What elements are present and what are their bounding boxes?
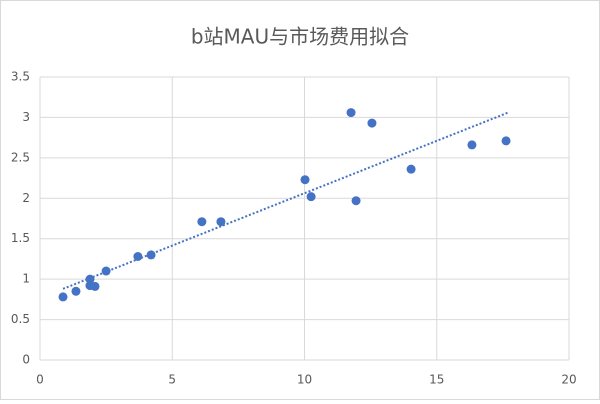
data-point xyxy=(197,217,207,227)
x-tick-label: 15 xyxy=(429,373,444,387)
y-tick-label: 1 xyxy=(22,272,30,286)
x-tick-label: 0 xyxy=(36,373,44,387)
y-tick-label: 3.5 xyxy=(11,70,30,84)
data-point xyxy=(351,196,361,206)
x-tick-label: 20 xyxy=(561,373,576,387)
x-tick-label: 5 xyxy=(168,373,176,387)
data-point xyxy=(58,292,68,302)
data-point xyxy=(133,252,143,262)
y-tick-label: 2.5 xyxy=(11,150,30,164)
data-point xyxy=(501,136,511,146)
data-point xyxy=(90,281,100,291)
chart-title: b站MAU与市场费用拟合 xyxy=(191,25,409,49)
y-tick-label: 0 xyxy=(22,353,30,367)
x-tick-label: 10 xyxy=(297,373,312,387)
data-point xyxy=(85,274,95,284)
data-point xyxy=(71,286,81,296)
data-point xyxy=(146,250,156,260)
y-tick-label: 0.5 xyxy=(11,312,30,326)
y-tick-label: 1.5 xyxy=(11,231,30,245)
data-point xyxy=(300,175,310,185)
data-point xyxy=(346,108,356,118)
data-point xyxy=(406,164,416,174)
data-point xyxy=(367,118,377,128)
data-point xyxy=(101,266,111,276)
y-tick-label: 2 xyxy=(22,191,30,205)
data-point xyxy=(306,192,316,202)
data-point xyxy=(467,140,477,150)
data-point xyxy=(216,217,226,227)
y-tick-label: 3 xyxy=(22,110,30,124)
